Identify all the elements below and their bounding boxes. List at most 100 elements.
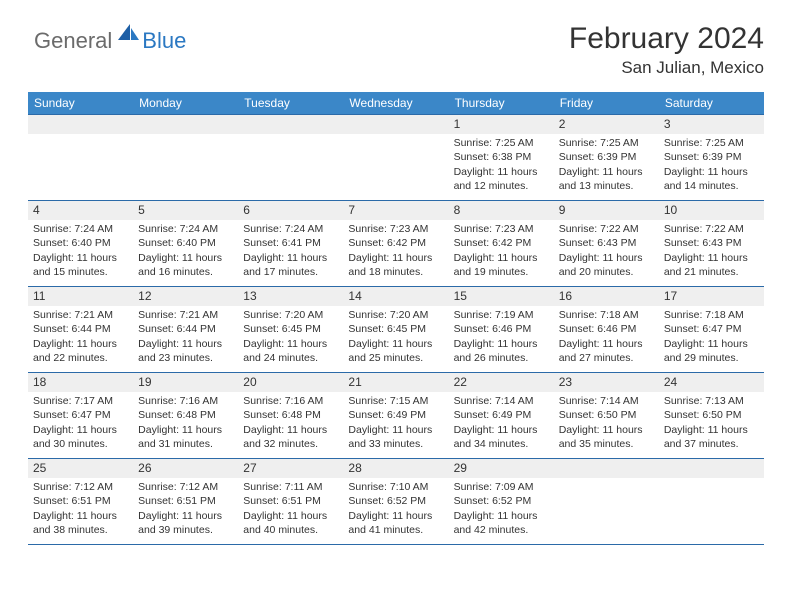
- day-number-empty: [133, 115, 238, 134]
- sunrise-text: Sunrise: 7:23 AM: [348, 222, 443, 236]
- month-title: February 2024: [569, 22, 764, 56]
- day-number: 13: [238, 287, 343, 306]
- weekday-header: Friday: [554, 92, 659, 115]
- calendar-cell: 22Sunrise: 7:14 AMSunset: 6:49 PMDayligh…: [449, 373, 554, 459]
- day1-text: Daylight: 11 hours: [243, 251, 338, 265]
- calendar-cell: 26Sunrise: 7:12 AMSunset: 6:51 PMDayligh…: [133, 459, 238, 545]
- sunset-text: Sunset: 6:40 PM: [33, 236, 128, 250]
- sunrise-text: Sunrise: 7:20 AM: [348, 308, 443, 322]
- day-number: 27: [238, 459, 343, 478]
- day2-text: and 32 minutes.: [243, 437, 338, 451]
- day2-text: and 42 minutes.: [454, 523, 549, 537]
- day2-text: and 17 minutes.: [243, 265, 338, 279]
- day-number: 15: [449, 287, 554, 306]
- calendar-cell: [133, 115, 238, 201]
- sunrise-text: Sunrise: 7:22 AM: [559, 222, 654, 236]
- sunset-text: Sunset: 6:46 PM: [559, 322, 654, 336]
- calendar-cell: 16Sunrise: 7:18 AMSunset: 6:46 PMDayligh…: [554, 287, 659, 373]
- day-number: 19: [133, 373, 238, 392]
- day2-text: and 23 minutes.: [138, 351, 233, 365]
- sunrise-text: Sunrise: 7:25 AM: [664, 136, 759, 150]
- day-number: 21: [343, 373, 448, 392]
- sunrise-text: Sunrise: 7:16 AM: [243, 394, 338, 408]
- calendar-cell: 19Sunrise: 7:16 AMSunset: 6:48 PMDayligh…: [133, 373, 238, 459]
- day1-text: Daylight: 11 hours: [348, 423, 443, 437]
- day1-text: Daylight: 11 hours: [33, 509, 128, 523]
- day2-text: and 40 minutes.: [243, 523, 338, 537]
- sunset-text: Sunset: 6:38 PM: [454, 150, 549, 164]
- day-number: 18: [28, 373, 133, 392]
- weekday-header: Tuesday: [238, 92, 343, 115]
- day2-text: and 14 minutes.: [664, 179, 759, 193]
- day2-text: and 37 minutes.: [664, 437, 759, 451]
- sunset-text: Sunset: 6:49 PM: [348, 408, 443, 422]
- calendar-cell: 18Sunrise: 7:17 AMSunset: 6:47 PMDayligh…: [28, 373, 133, 459]
- sunrise-text: Sunrise: 7:12 AM: [138, 480, 233, 494]
- day-number: 8: [449, 201, 554, 220]
- day1-text: Daylight: 11 hours: [454, 423, 549, 437]
- sunset-text: Sunset: 6:39 PM: [559, 150, 654, 164]
- day2-text: and 16 minutes.: [138, 265, 233, 279]
- day2-text: and 26 minutes.: [454, 351, 549, 365]
- calendar-cell: 29Sunrise: 7:09 AMSunset: 6:52 PMDayligh…: [449, 459, 554, 545]
- day-number: 7: [343, 201, 448, 220]
- sunrise-text: Sunrise: 7:14 AM: [454, 394, 549, 408]
- day1-text: Daylight: 11 hours: [664, 165, 759, 179]
- day1-text: Daylight: 11 hours: [559, 251, 654, 265]
- header: General Blue February 2024 San Julian, M…: [28, 22, 764, 78]
- day-number-empty: [554, 459, 659, 478]
- sunrise-text: Sunrise: 7:15 AM: [348, 394, 443, 408]
- day1-text: Daylight: 11 hours: [138, 423, 233, 437]
- day-number-empty: [28, 115, 133, 134]
- calendar-cell: 12Sunrise: 7:21 AMSunset: 6:44 PMDayligh…: [133, 287, 238, 373]
- sunrise-text: Sunrise: 7:21 AM: [33, 308, 128, 322]
- calendar-cell: 15Sunrise: 7:19 AMSunset: 6:46 PMDayligh…: [449, 287, 554, 373]
- day2-text: and 30 minutes.: [33, 437, 128, 451]
- logo-text-blue: Blue: [142, 28, 186, 54]
- sunrise-text: Sunrise: 7:24 AM: [33, 222, 128, 236]
- calendar-cell: 13Sunrise: 7:20 AMSunset: 6:45 PMDayligh…: [238, 287, 343, 373]
- calendar-cell: 17Sunrise: 7:18 AMSunset: 6:47 PMDayligh…: [659, 287, 764, 373]
- calendar-table: Sunday Monday Tuesday Wednesday Thursday…: [28, 92, 764, 545]
- weekday-header: Monday: [133, 92, 238, 115]
- day1-text: Daylight: 11 hours: [348, 251, 443, 265]
- sunset-text: Sunset: 6:41 PM: [243, 236, 338, 250]
- sunrise-text: Sunrise: 7:13 AM: [664, 394, 759, 408]
- day2-text: and 33 minutes.: [348, 437, 443, 451]
- sunrise-text: Sunrise: 7:09 AM: [454, 480, 549, 494]
- day1-text: Daylight: 11 hours: [138, 337, 233, 351]
- day1-text: Daylight: 11 hours: [559, 165, 654, 179]
- day1-text: Daylight: 11 hours: [664, 337, 759, 351]
- sunset-text: Sunset: 6:39 PM: [664, 150, 759, 164]
- location: San Julian, Mexico: [569, 58, 764, 78]
- calendar-row: 4Sunrise: 7:24 AMSunset: 6:40 PMDaylight…: [28, 201, 764, 287]
- day-number-empty: [238, 115, 343, 134]
- sunset-text: Sunset: 6:44 PM: [138, 322, 233, 336]
- calendar-cell: 4Sunrise: 7:24 AMSunset: 6:40 PMDaylight…: [28, 201, 133, 287]
- day-number: 23: [554, 373, 659, 392]
- calendar-cell: [554, 459, 659, 545]
- sunset-text: Sunset: 6:51 PM: [33, 494, 128, 508]
- calendar-cell: 20Sunrise: 7:16 AMSunset: 6:48 PMDayligh…: [238, 373, 343, 459]
- day2-text: and 39 minutes.: [138, 523, 233, 537]
- day2-text: and 35 minutes.: [559, 437, 654, 451]
- day2-text: and 25 minutes.: [348, 351, 443, 365]
- sunrise-text: Sunrise: 7:25 AM: [559, 136, 654, 150]
- day-number: 26: [133, 459, 238, 478]
- day-number: 24: [659, 373, 764, 392]
- calendar-cell: 28Sunrise: 7:10 AMSunset: 6:52 PMDayligh…: [343, 459, 448, 545]
- day-number: 3: [659, 115, 764, 134]
- calendar-row: 18Sunrise: 7:17 AMSunset: 6:47 PMDayligh…: [28, 373, 764, 459]
- weekday-header: Wednesday: [343, 92, 448, 115]
- calendar-cell: 5Sunrise: 7:24 AMSunset: 6:40 PMDaylight…: [133, 201, 238, 287]
- sunrise-text: Sunrise: 7:21 AM: [138, 308, 233, 322]
- day1-text: Daylight: 11 hours: [348, 509, 443, 523]
- day-number: 17: [659, 287, 764, 306]
- day2-text: and 24 minutes.: [243, 351, 338, 365]
- calendar-row: 1Sunrise: 7:25 AMSunset: 6:38 PMDaylight…: [28, 115, 764, 201]
- weekday-header: Thursday: [449, 92, 554, 115]
- day-number: 29: [449, 459, 554, 478]
- day2-text: and 34 minutes.: [454, 437, 549, 451]
- calendar-cell: [28, 115, 133, 201]
- calendar-cell: 2Sunrise: 7:25 AMSunset: 6:39 PMDaylight…: [554, 115, 659, 201]
